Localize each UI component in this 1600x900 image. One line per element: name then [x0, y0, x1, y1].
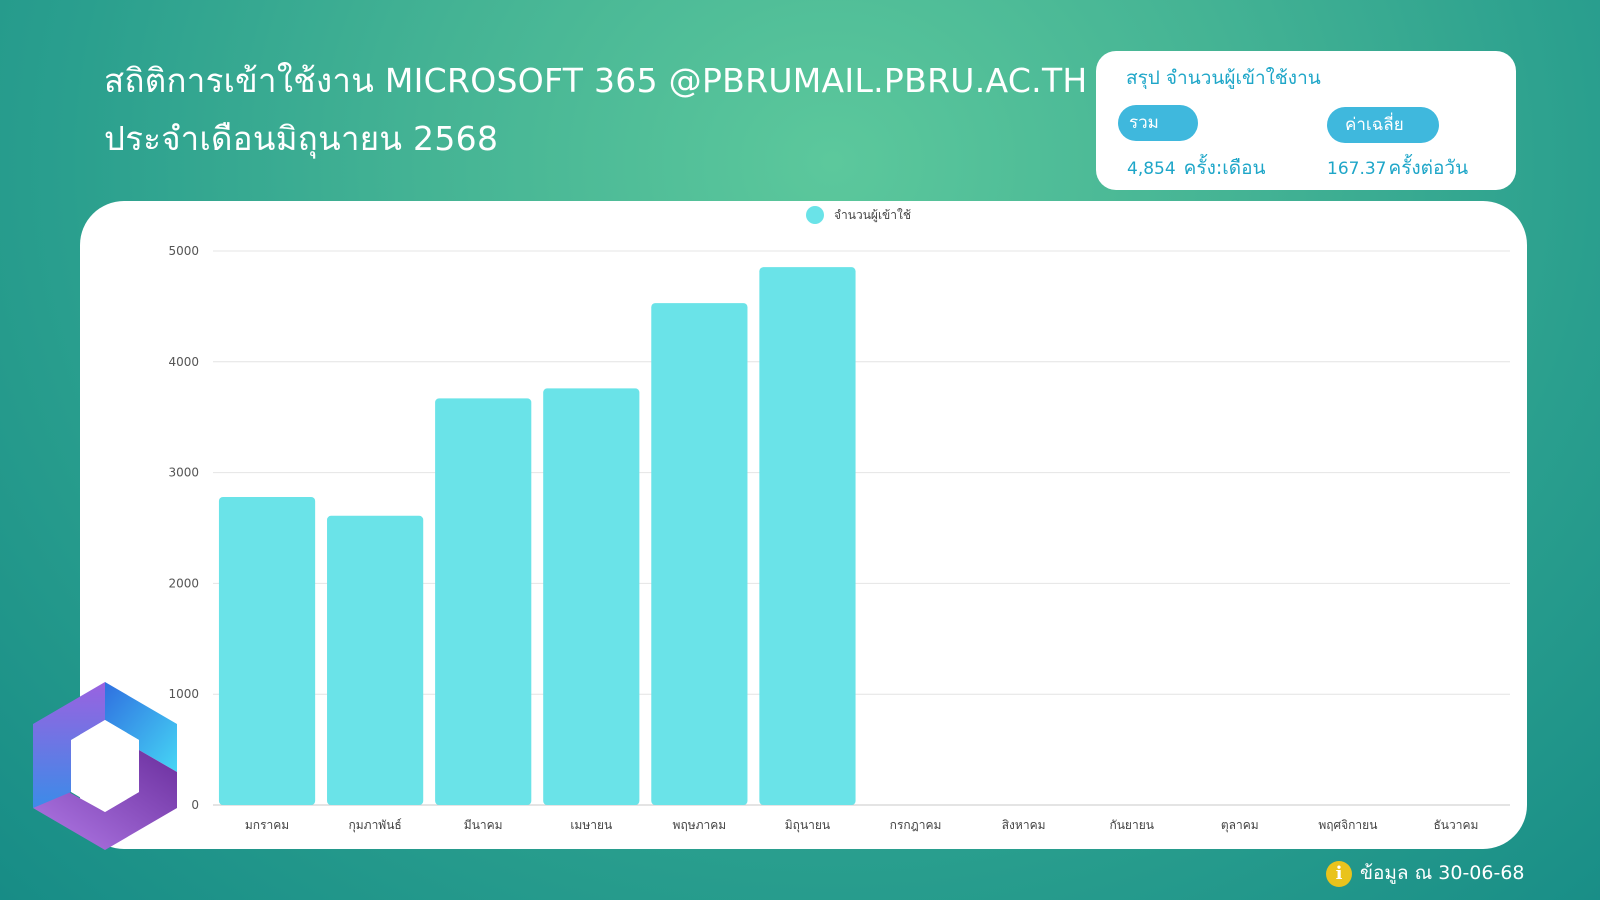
x-tick-label: กันยายน: [1109, 818, 1153, 832]
x-tick-label: มกราคม: [245, 818, 289, 832]
total-stat: 4,854 ครั้ง:เดือน: [1127, 153, 1266, 183]
microsoft-365-logo: [33, 682, 177, 850]
x-tick-label: พฤษภาคม: [673, 818, 727, 832]
y-tick-label: 5000: [168, 244, 199, 258]
bar: [759, 267, 856, 805]
bar: [435, 398, 532, 805]
page-subtitle: ประจำเดือนมิถุนายน 2568: [104, 119, 499, 158]
summary-card: สรุป จำนวนผู้เข้าใช้งาน รวม ค่าเฉลี่ย 4,…: [1096, 51, 1516, 190]
x-tick-label: สิงหาคม: [1002, 818, 1046, 832]
average-value: 167.37: [1327, 159, 1387, 179]
x-tick-label: ตุลาคม: [1221, 818, 1259, 833]
x-tick-label: ธันวาคม: [1433, 818, 1478, 832]
y-tick-label: 3000: [168, 466, 199, 480]
summary-title: สรุป จำนวนผู้เข้าใช้งาน: [1126, 67, 1321, 89]
bar: [327, 515, 424, 805]
chart-card: 0 1000 2000 3000 4000 5000 มกราคม กุมภาพันธ์ มีน…: [80, 201, 1527, 849]
x-tick-label: กุมภาพันธ์: [348, 818, 401, 833]
bar-chart: 0 1000 2000 3000 4000 5000 มกราคม กุมภาพันธ์ มีน…: [168, 206, 1510, 833]
x-tick-label: มิถุนายน: [785, 818, 830, 833]
y-tick-label: 2000: [168, 576, 199, 590]
page-title: สถิติการเข้าใช้งาน MICROSOFT 365 @PBRUMA…: [104, 61, 1088, 100]
y-tick-label: 4000: [168, 355, 199, 369]
average-badge: ค่าเฉลี่ย: [1327, 107, 1439, 143]
x-tick-label: มีนาคม: [464, 818, 503, 832]
x-tick-label: พฤศจิกายน: [1318, 818, 1377, 832]
total-value: 4,854: [1127, 159, 1176, 179]
info-icon: i: [1326, 860, 1352, 887]
total-badge: รวม: [1118, 105, 1198, 141]
legend-label: จำนวนผู้เข้าใช้: [834, 208, 911, 223]
average-unit: ครั้งต่อวัน: [1388, 157, 1469, 179]
total-unit: ครั้ง:เดือน: [1183, 157, 1266, 179]
average-stat: 167.37 ครั้งต่อวัน: [1327, 153, 1468, 183]
y-tick-label: 1000: [168, 687, 199, 701]
x-tick-label: เมษายน: [570, 818, 612, 832]
data-date-text: ข้อมูล ณ 30-06-68: [1360, 862, 1525, 884]
legend-marker: [806, 206, 824, 224]
x-tick-label: กรกฎาคม: [890, 818, 942, 832]
bar: [218, 496, 316, 805]
data-date-note: i ข้อมูล ณ 30-06-68: [1326, 858, 1525, 888]
bar: [543, 388, 640, 805]
bar: [651, 303, 748, 805]
y-tick-label: 0: [191, 798, 199, 812]
